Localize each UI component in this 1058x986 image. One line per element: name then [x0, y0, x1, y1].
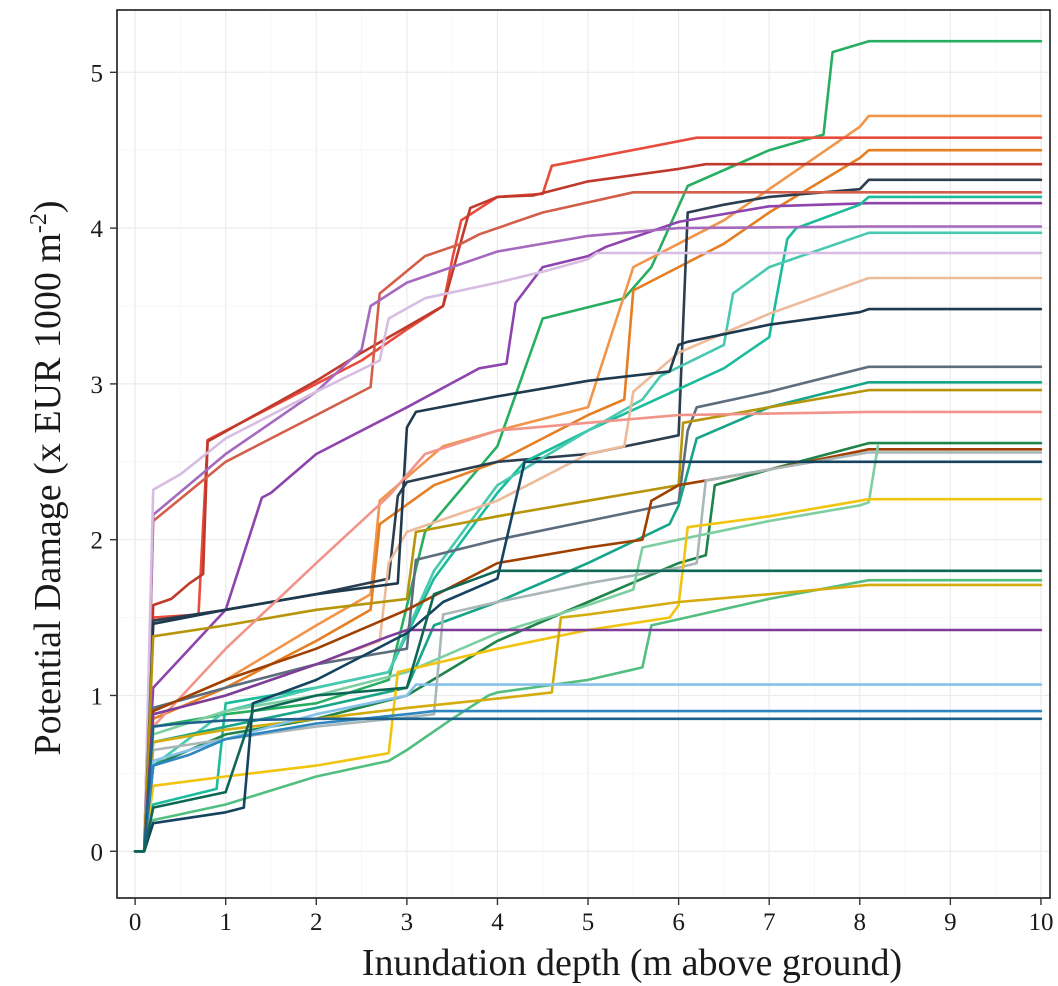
series-line: [133, 569, 1043, 853]
series-line: [133, 388, 1043, 853]
y-axis: 0 1 2 3 4 5: [91, 60, 117, 866]
y-axis-title-main: Potential Damage (x EUR 1000 m: [27, 233, 69, 755]
series-line: [133, 191, 1043, 853]
series-line: [133, 444, 880, 853]
series-line: [133, 148, 1043, 853]
series-line: [133, 717, 1043, 853]
y-axis-title-superscript: -2: [26, 213, 52, 233]
series-line: [133, 201, 1043, 853]
y-axis-title: Potential Damage (x EUR 1000 m-2): [26, 200, 69, 755]
y-tick-label: 3: [91, 372, 104, 399]
plot-border: [116, 9, 1051, 899]
x-tick-label: 9: [944, 909, 957, 936]
series-line: [133, 578, 1043, 853]
series-line: [133, 251, 1043, 853]
y-axis-title-close: ): [27, 200, 69, 213]
x-tick-label: 6: [672, 909, 685, 936]
x-tick-label: 8: [854, 909, 867, 936]
x-tick-label: 10: [1028, 909, 1053, 936]
series-line: [133, 162, 1043, 853]
x-tick-label: 7: [763, 909, 776, 936]
y-tick-label: 5: [91, 60, 104, 87]
series-line: [133, 231, 1043, 853]
x-tick-label: 2: [310, 909, 323, 936]
x-tick-label: 5: [582, 909, 595, 936]
series-line: [133, 451, 1043, 853]
series-line: [133, 497, 1043, 853]
y-tick-label: 1: [91, 683, 104, 710]
x-tick-label: 1: [219, 909, 232, 936]
y-tick-label: 4: [91, 216, 104, 243]
y-tick-label: 0: [91, 839, 104, 866]
series-line: [133, 307, 1043, 853]
x-tick-label: 0: [129, 909, 142, 936]
series-line: [133, 460, 1043, 853]
x-tick-label: 3: [401, 909, 414, 936]
series-line: [133, 709, 1043, 853]
y-tick-label: 2: [91, 528, 104, 555]
x-axis: 0 1 2 3 4 5 6 7 8 9 10: [129, 898, 1053, 936]
x-axis-title: Inundation depth (m above ground): [362, 942, 902, 984]
series-lines: [133, 39, 1043, 853]
x-tick-label: 4: [491, 909, 504, 936]
series-line: [133, 583, 1043, 853]
